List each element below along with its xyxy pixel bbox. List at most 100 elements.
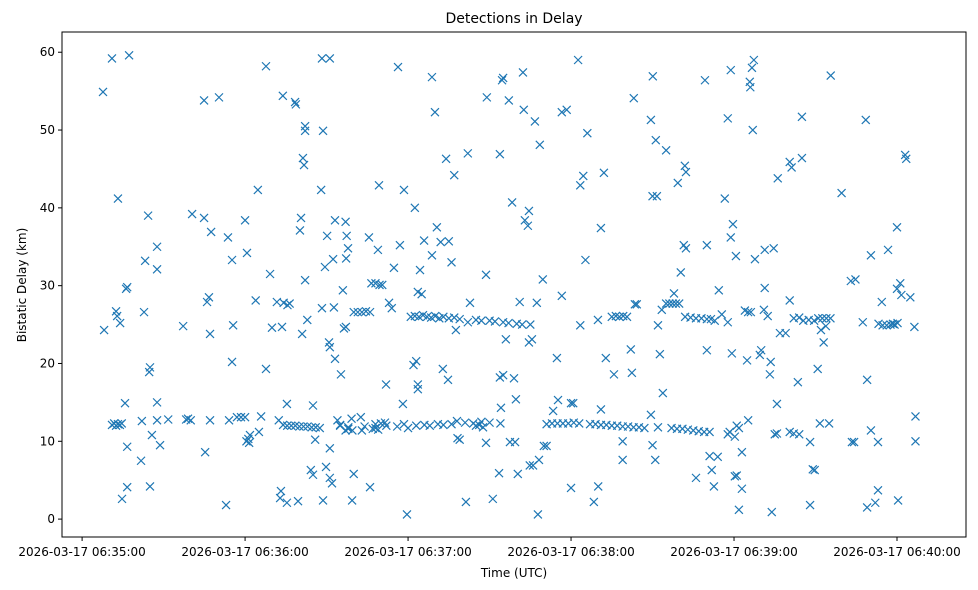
- data-point: [749, 55, 759, 65]
- data-point: [781, 328, 791, 338]
- data-point: [145, 481, 155, 491]
- data-point: [330, 354, 340, 364]
- data-point: [291, 99, 301, 109]
- data-point: [574, 418, 584, 428]
- data-point: [481, 438, 491, 448]
- data-point: [760, 245, 770, 255]
- data-point: [809, 316, 819, 326]
- data-point: [460, 418, 470, 428]
- data-point: [136, 456, 146, 466]
- data-point: [581, 255, 590, 265]
- data-point: [794, 313, 804, 322]
- data-point: [557, 107, 567, 117]
- data-point: [392, 422, 402, 431]
- data-point: [137, 416, 147, 426]
- data-point: [575, 320, 585, 330]
- data-point: [720, 194, 730, 203]
- data-point: [413, 384, 423, 394]
- data-point: [810, 465, 820, 475]
- data-point: [888, 319, 898, 329]
- data-point: [669, 289, 679, 298]
- data-point: [651, 135, 661, 145]
- data-point: [365, 307, 375, 317]
- data-point: [357, 425, 367, 435]
- data-point: [671, 299, 681, 308]
- data-point: [589, 497, 599, 507]
- data-point: [527, 334, 537, 344]
- data-point: [553, 395, 563, 405]
- data-point: [593, 315, 603, 325]
- data-point: [566, 483, 576, 493]
- data-point: [315, 423, 325, 433]
- data-point: [240, 215, 250, 225]
- data-point: [793, 377, 803, 387]
- data-point: [463, 317, 473, 327]
- data-point: [377, 280, 387, 290]
- data-point: [668, 299, 678, 308]
- data-point: [730, 471, 740, 481]
- data-point: [646, 410, 656, 420]
- data-point: [316, 185, 326, 195]
- data-point: [652, 191, 662, 201]
- data-point: [227, 357, 237, 367]
- data-point: [787, 162, 797, 172]
- data-point: [517, 320, 527, 329]
- data-point: [317, 54, 327, 63]
- data-point: [599, 168, 609, 178]
- data-point: [707, 465, 717, 475]
- data-point: [365, 482, 375, 492]
- data-point: [465, 298, 475, 308]
- data-point: [717, 310, 727, 319]
- data-point: [496, 403, 506, 413]
- data-point: [681, 243, 691, 253]
- data-point: [294, 422, 304, 431]
- data-point: [648, 191, 657, 201]
- data-point: [325, 342, 335, 352]
- data-point: [734, 423, 744, 433]
- data-point: [325, 443, 335, 453]
- data-point: [364, 232, 374, 242]
- data-point: [730, 432, 740, 442]
- data-point: [824, 418, 834, 428]
- data-point: [498, 370, 508, 380]
- data-point: [723, 317, 733, 327]
- data-point: [785, 296, 795, 305]
- data-point: [143, 211, 153, 221]
- data-point: [849, 437, 859, 447]
- data-point: [438, 420, 448, 430]
- data-point: [653, 422, 663, 432]
- data-point: [221, 500, 231, 510]
- data-point: [566, 398, 576, 408]
- data-point: [205, 329, 215, 339]
- data-point: [300, 275, 310, 285]
- y-tick-label: 20: [40, 356, 55, 370]
- data-point: [748, 125, 758, 135]
- data-point: [282, 498, 292, 508]
- x-tick-label: 2026-03-17 06:37:00: [344, 545, 471, 559]
- data-point: [107, 54, 117, 63]
- data-point: [657, 305, 667, 315]
- data-point: [306, 465, 316, 475]
- data-point: [511, 394, 521, 404]
- data-point: [797, 153, 807, 163]
- data-point: [661, 145, 671, 155]
- data-point: [797, 112, 807, 122]
- data-point: [308, 470, 318, 480]
- data-point: [673, 178, 683, 188]
- data-point: [205, 415, 215, 425]
- data-point: [325, 54, 335, 63]
- data-point: [861, 115, 871, 125]
- data-point: [300, 121, 310, 131]
- data-point: [441, 154, 451, 164]
- data-point: [214, 92, 224, 102]
- data-point: [901, 154, 911, 164]
- data-point: [256, 411, 266, 421]
- data-point: [726, 65, 736, 75]
- data-point: [478, 422, 488, 432]
- data-point: [837, 188, 847, 198]
- data-point: [333, 415, 342, 425]
- data-point: [535, 140, 545, 150]
- data-point: [772, 429, 782, 438]
- data-point: [366, 278, 376, 288]
